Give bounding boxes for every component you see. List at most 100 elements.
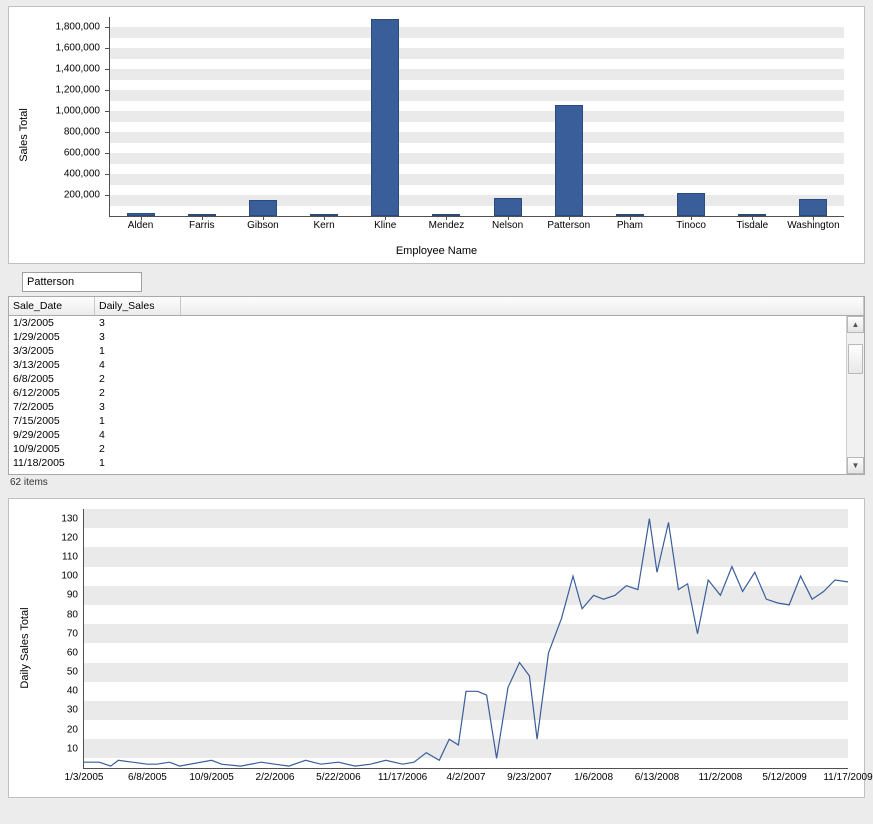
line-x-tick-label: 11/2/2008 (699, 772, 743, 783)
table-row[interactable]: 6/8/20052 (9, 372, 864, 386)
bar-x-tick-label: Patterson (547, 220, 590, 231)
line-x-tick-label: 6/8/2005 (128, 772, 167, 783)
bar-x-tick-label: Tinoco (676, 220, 706, 231)
line-y-tick-label: 60 (50, 647, 78, 658)
line-series (84, 509, 848, 768)
table-row[interactable]: 11/18/20051 (9, 456, 864, 470)
line-y-tick-label: 40 (50, 686, 78, 697)
scroll-thumb[interactable] (848, 344, 863, 374)
bar[interactable] (371, 19, 399, 216)
scroll-up-button[interactable]: ▲ (847, 316, 864, 333)
bar-x-tick-label: Kline (374, 220, 396, 231)
employee-filter-input[interactable]: Patterson (22, 272, 142, 292)
table-body-wrap: 1/3/200531/29/200533/3/200513/13/200546/… (8, 316, 865, 475)
line-y-tick-label: 20 (50, 724, 78, 735)
line-x-tick-label: 5/12/2009 (762, 772, 807, 783)
cell-daily-sales: 1 (95, 414, 181, 428)
bar-x-tick-label: Pham (617, 220, 643, 231)
line-y-tick-label: 120 (50, 532, 78, 543)
employee-filter-value: Patterson (27, 276, 74, 288)
cell-daily-sales: 3 (95, 316, 181, 330)
bar-y-tick-label: 400,000 (40, 169, 100, 180)
cell-sale-date: 11/18/2005 (9, 456, 95, 470)
bar-x-axis-title: Employee Name (396, 245, 477, 257)
cell-daily-sales: 1 (95, 456, 181, 470)
bar[interactable] (677, 193, 705, 216)
cell-sale-date: 3/3/2005 (9, 344, 95, 358)
cell-daily-sales: 2 (95, 372, 181, 386)
bar-y-tick-label: 1,000,000 (40, 106, 100, 117)
line-y-tick-label: 90 (50, 590, 78, 601)
col-header-spacer (181, 297, 864, 315)
line-x-tick-label: 4/2/2007 (447, 772, 486, 783)
table-row[interactable]: 6/12/20052 (9, 386, 864, 400)
table-row[interactable]: 3/3/20051 (9, 344, 864, 358)
line-x-tick-label: 9/23/2007 (507, 772, 552, 783)
bar-y-tick-label: 800,000 (40, 127, 100, 138)
bar-plot-area: 200,000400,000600,000800,0001,000,0001,2… (109, 17, 844, 217)
line-y-tick-label: 70 (50, 628, 78, 639)
line-y-tick-label: 80 (50, 609, 78, 620)
bar-y-tick-label: 600,000 (40, 148, 100, 159)
bar-y-tick-label: 1,600,000 (40, 43, 100, 54)
table-body[interactable]: 1/3/200531/29/200533/3/200513/13/200546/… (9, 316, 864, 470)
bar-x-tick-label: Mendez (429, 220, 465, 231)
cell-daily-sales: 2 (95, 386, 181, 400)
cell-daily-sales: 2 (95, 442, 181, 456)
bar-y-tick-label: 1,400,000 (40, 64, 100, 75)
col-header-sale-date[interactable]: Sale_Date (9, 297, 95, 315)
cell-daily-sales: 4 (95, 358, 181, 372)
line-x-tick-label: 1/3/2005 (65, 772, 104, 783)
table-scrollbar[interactable]: ▲ ▼ (846, 316, 864, 474)
line-y-tick-label: 130 (50, 513, 78, 524)
bar-x-tick-label: Farris (189, 220, 215, 231)
line-y-tick-label: 100 (50, 571, 78, 582)
bar[interactable] (249, 200, 277, 216)
cell-sale-date: 7/2/2005 (9, 400, 95, 414)
line-y-tick-label: 30 (50, 705, 78, 716)
bar-y-tick-label: 200,000 (40, 190, 100, 201)
bar-y-tick-label: 1,200,000 (40, 85, 100, 96)
cell-sale-date: 1/3/2005 (9, 316, 95, 330)
scroll-down-button[interactable]: ▼ (847, 457, 864, 474)
bar[interactable] (555, 105, 583, 216)
cell-sale-date: 9/29/2005 (9, 428, 95, 442)
cell-daily-sales: 1 (95, 344, 181, 358)
bar-y-tick-label: 1,800,000 (40, 22, 100, 33)
line-x-tick-label: 11/17/2006 (378, 772, 427, 783)
line-chart-panel: Daily Sales Total 1020304050607080901001… (8, 498, 865, 798)
bar[interactable] (494, 198, 522, 216)
cell-sale-date: 6/8/2005 (9, 372, 95, 386)
cell-sale-date: 7/15/2005 (9, 414, 95, 428)
line-x-tick-label: 11/17/2009 (823, 772, 872, 783)
table-item-count: 62 items (10, 477, 865, 488)
line-x-tick-label: 10/9/2005 (189, 772, 234, 783)
line-x-tick-label: 5/22/2006 (316, 772, 361, 783)
sales-table: Sale_Date Daily_Sales 1/3/200531/29/2005… (8, 296, 865, 488)
table-row[interactable]: 7/15/20051 (9, 414, 864, 428)
table-row[interactable]: 9/29/20054 (9, 428, 864, 442)
table-row[interactable]: 10/9/20052 (9, 442, 864, 456)
cell-sale-date: 6/12/2005 (9, 386, 95, 400)
cell-daily-sales: 4 (95, 428, 181, 442)
line-plot-area: 1020304050607080901001101201301/3/20056/… (83, 509, 848, 769)
table-row[interactable]: 7/2/20053 (9, 400, 864, 414)
cell-daily-sales: 3 (95, 400, 181, 414)
bar-x-tick-label: Nelson (492, 220, 523, 231)
cell-sale-date: 1/29/2005 (9, 330, 95, 344)
bar-x-tick-label: Alden (128, 220, 154, 231)
table-header[interactable]: Sale_Date Daily_Sales (8, 296, 865, 316)
table-row[interactable]: 1/3/20053 (9, 316, 864, 330)
bar-x-tick-label: Washington (787, 220, 839, 231)
line-y-tick-label: 10 (50, 743, 78, 754)
cell-daily-sales: 3 (95, 330, 181, 344)
bar[interactable] (799, 199, 827, 216)
table-row[interactable]: 1/29/20053 (9, 330, 864, 344)
line-y-tick-label: 110 (50, 551, 78, 562)
table-row[interactable]: 3/13/20054 (9, 358, 864, 372)
bar-x-tick-label: Tisdale (736, 220, 768, 231)
bar-y-axis-title: Sales Total (18, 108, 30, 162)
line-y-tick-label: 50 (50, 667, 78, 678)
line-x-tick-label: 1/6/2008 (574, 772, 613, 783)
col-header-daily-sales[interactable]: Daily_Sales (95, 297, 181, 315)
